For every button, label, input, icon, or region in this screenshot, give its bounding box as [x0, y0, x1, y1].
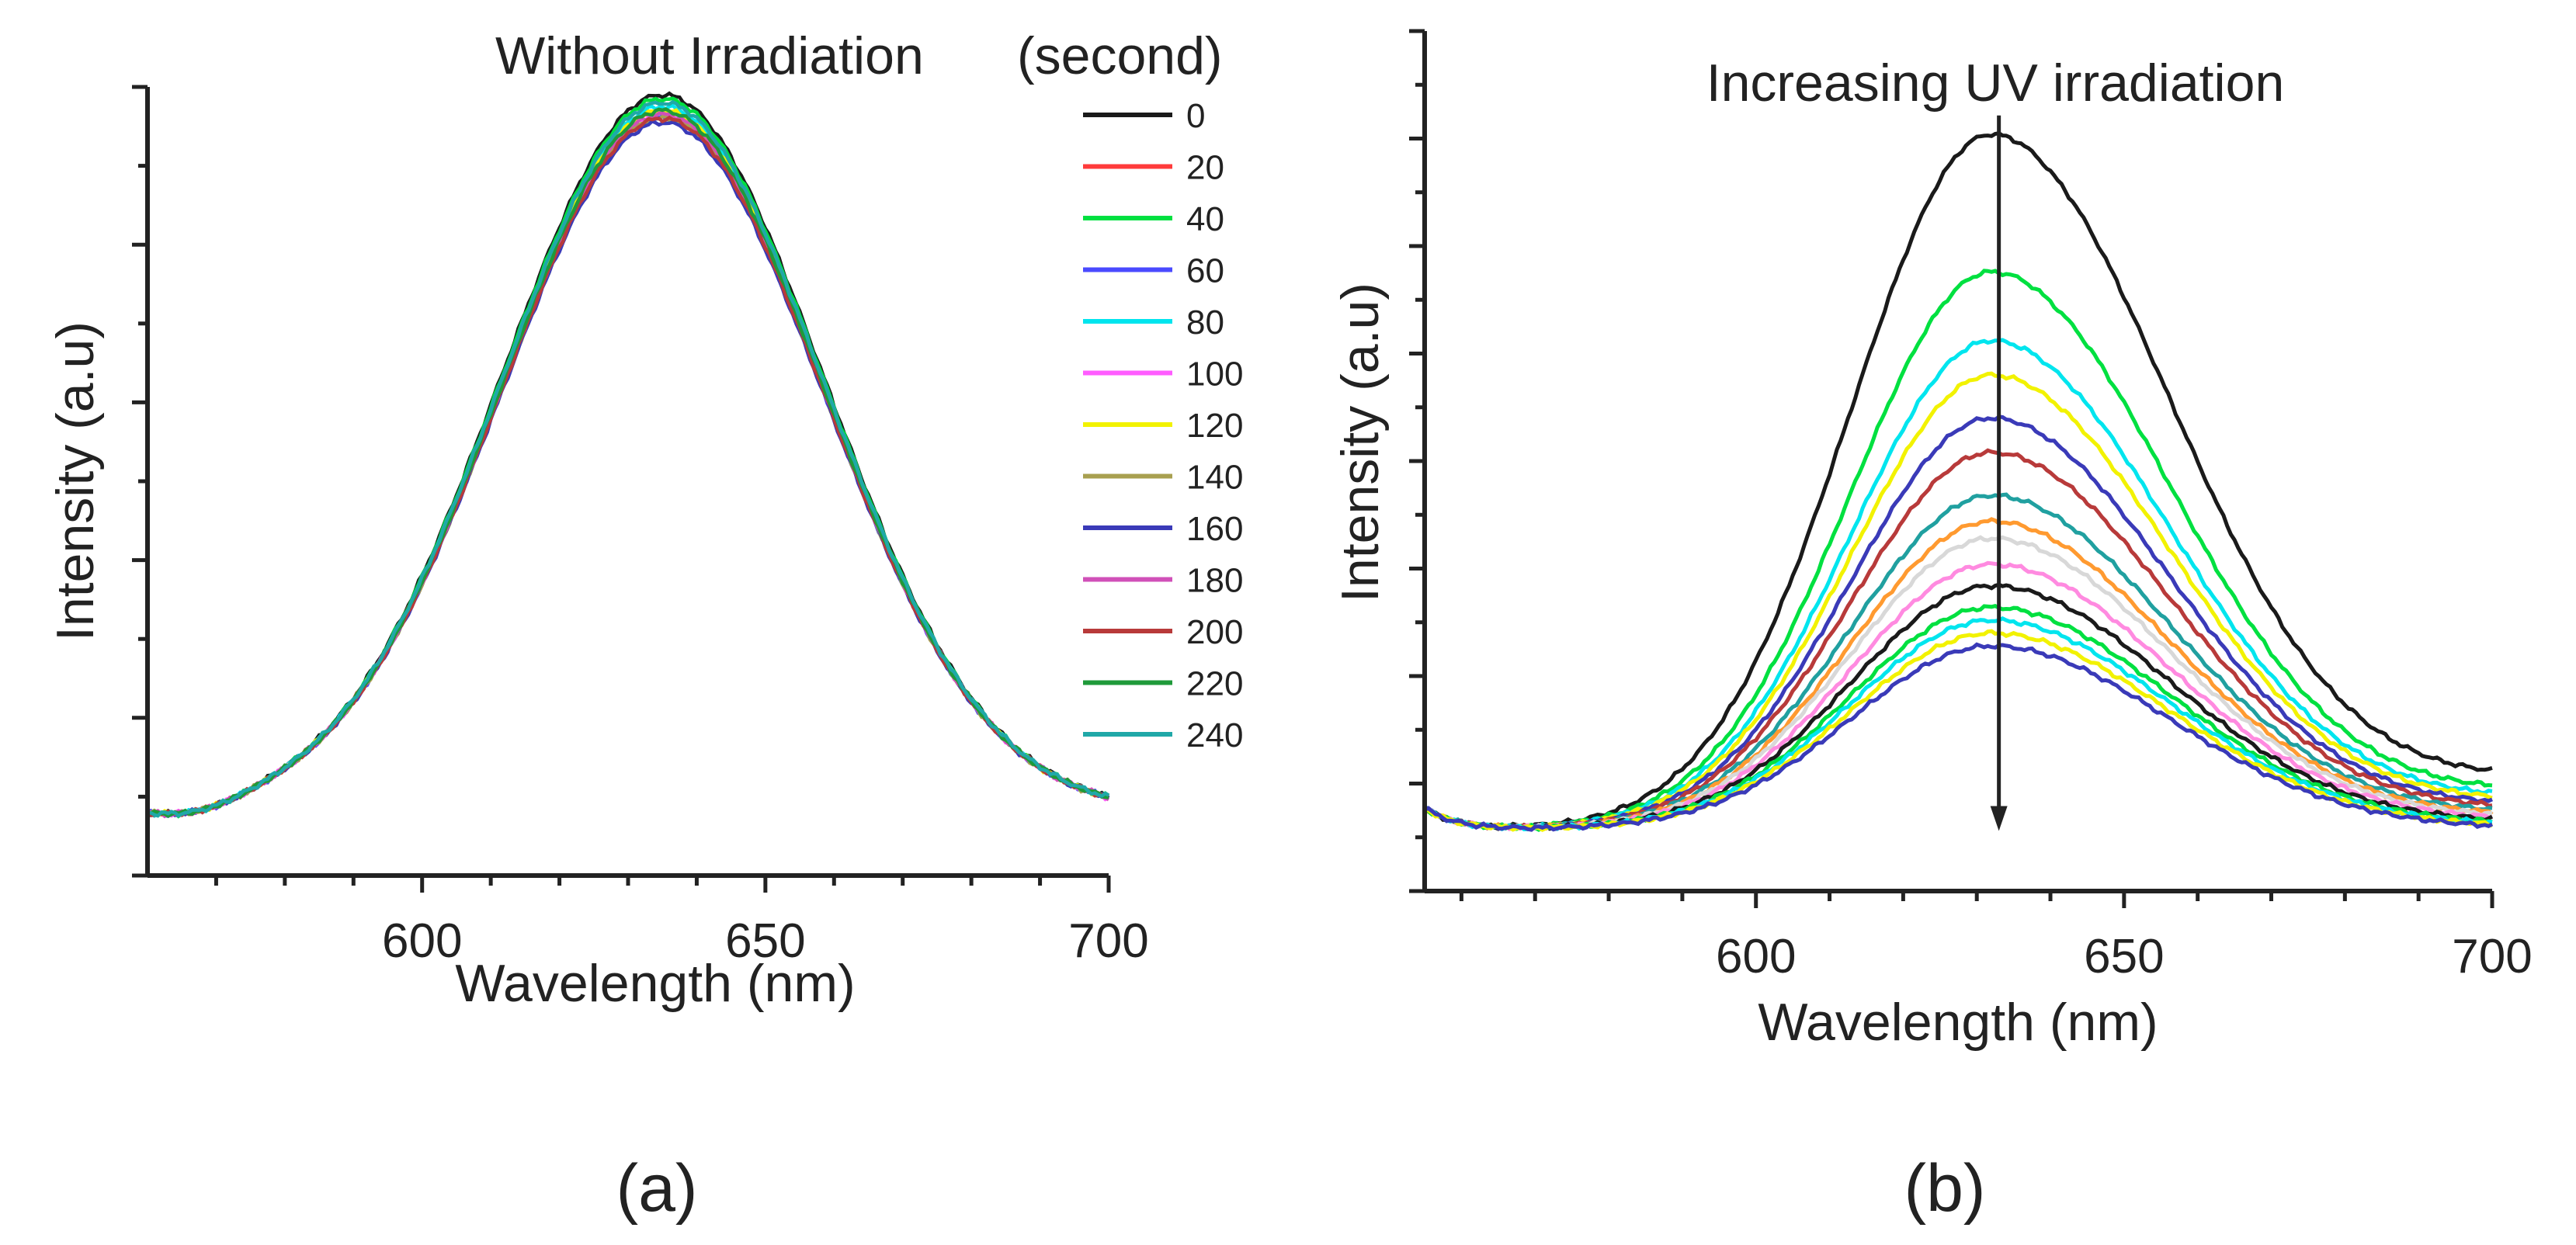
a-legend-label-160: 160	[1186, 510, 1243, 548]
a-y-ticks	[132, 85, 148, 878]
a-series-200	[146, 115, 1109, 817]
a-legend-label-200: 200	[1186, 613, 1243, 651]
a-legend-label-180: 180	[1186, 562, 1243, 600]
a-x-ticks: 600 650 700	[214, 876, 1149, 968]
b-series-280	[1424, 642, 2494, 832]
a-x-tick-label: 700	[1068, 914, 1148, 968]
a-series-120	[147, 108, 1109, 817]
a-x-tick-label: 600	[382, 914, 462, 968]
a-title: Without Irradiation	[495, 26, 924, 85]
b-series-curves	[1422, 130, 2494, 832]
a-legend-label-60: 60	[1186, 252, 1224, 290]
a-series-140	[146, 114, 1109, 818]
a-series-160	[147, 119, 1110, 817]
b-series-40	[1423, 338, 2493, 831]
b-series-120	[1423, 492, 2493, 832]
a-legend-label-220: 220	[1186, 665, 1243, 703]
b-panel-label: (b)	[1904, 1151, 1985, 1226]
b-x-tick-label: 650	[2084, 930, 2164, 983]
b-series-180	[1423, 560, 2493, 831]
a-legend-label-100: 100	[1186, 355, 1243, 394]
a-legend-label-0: 0	[1186, 97, 1205, 135]
b-xlabel: Wavelength (nm)	[1758, 993, 2158, 1052]
a-legend-label-140: 140	[1186, 459, 1243, 497]
a-legend-label-40: 40	[1186, 200, 1224, 238]
b-ylabel: Intensity (a.u)	[1331, 283, 1390, 602]
panel-a: 600 650 700 Without Irradiation (second) 0…	[46, 26, 1243, 1226]
panel-b: 600 650 700 Increasing UV irradiation Wave…	[1331, 29, 2533, 1226]
a-legend-label-20: 20	[1186, 149, 1224, 187]
a-series-60	[146, 113, 1110, 819]
a-x-tick-label: 650	[725, 914, 805, 968]
a-series-220	[147, 107, 1109, 818]
a-series-0	[146, 91, 1109, 817]
a-series-curves	[146, 91, 1110, 819]
a-legend-label-240: 240	[1186, 716, 1243, 754]
a-panel-label: (a)	[616, 1151, 697, 1226]
a-legend-label-80: 80	[1186, 303, 1224, 342]
a-legend-title: (second)	[1017, 26, 1223, 85]
a-series-100	[147, 110, 1110, 818]
a-legend: 0 20 40 60 80 100 120 140 160 180 200 220 240	[1083, 97, 1243, 754]
b-x-tick-label: 600	[1716, 930, 1796, 983]
b-arrow-head	[1990, 806, 2008, 831]
a-xlabel: Wavelength (nm)	[455, 954, 855, 1013]
b-x-ticks: 600 650 700	[1459, 891, 2533, 983]
a-series-240	[147, 99, 1110, 818]
a-series-180	[148, 111, 1110, 819]
b-series-0	[1424, 130, 2493, 831]
a-series-80	[147, 103, 1109, 818]
b-title: Increasing UV irradiation	[1706, 54, 2285, 113]
b-y-ticks	[1409, 29, 1425, 893]
a-series-20	[147, 106, 1109, 817]
a-legend-label-120: 120	[1186, 407, 1243, 445]
b-x-tick-label: 700	[2452, 930, 2532, 983]
a-series-40	[147, 96, 1110, 819]
a-ylabel: Intensity (a.u)	[46, 321, 105, 641]
